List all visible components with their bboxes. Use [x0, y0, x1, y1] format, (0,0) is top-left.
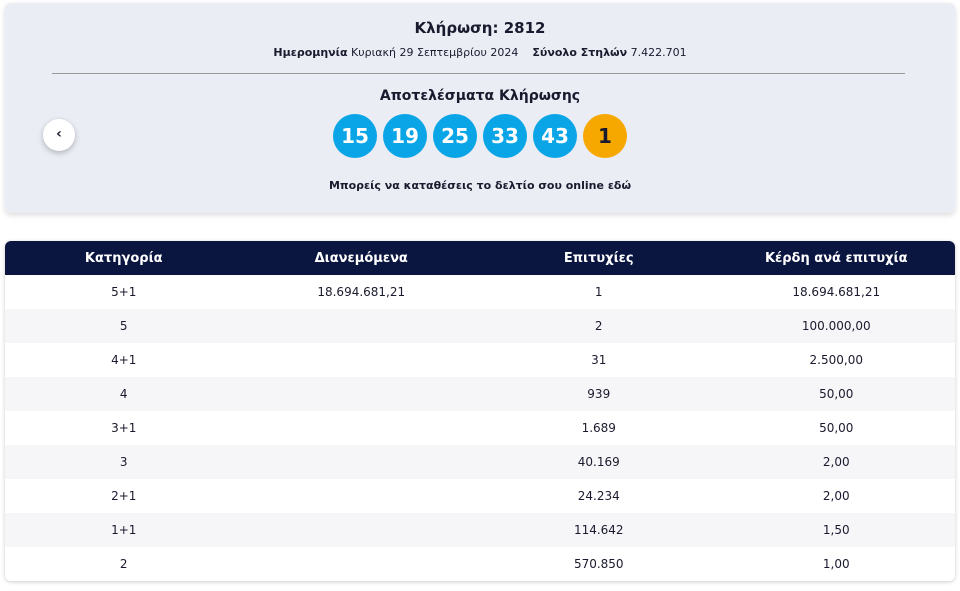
columns-label: Σύνολο Στηλών — [532, 46, 628, 59]
category-cell: 3 — [119, 455, 128, 469]
prize-cell: 1,00 — [822, 557, 850, 571]
winners-cell: 1.689 — [581, 421, 616, 435]
header-cell: Κέρδη ανά επιτυχία — [764, 250, 908, 266]
header-row: Κατηγορία Διανεμόμενα Επιτυχίες Κέρδη ανά ε… — [5, 241, 955, 275]
table-row: 3+1 1.689 50,00 — [5, 411, 955, 445]
prize-cell: 100.000,00 — [801, 319, 871, 333]
number-ball: 19 — [383, 114, 427, 158]
winners-cell: 1 — [594, 285, 603, 299]
category-cell: 5+1 — [111, 285, 137, 299]
table-row: 3 40.169 2,00 — [5, 445, 955, 479]
winners-cell: 570.850 — [573, 557, 624, 571]
note-link[interactable]: εδώ — [607, 179, 632, 192]
date-label: Ημερομηνία — [273, 46, 348, 59]
category-cell: 5 — [119, 319, 128, 333]
category-cell: 2 — [119, 557, 128, 571]
results-title: Αποτελέσματα Κλήρωσης — [379, 88, 581, 104]
prize-cell: 2,00 — [822, 455, 850, 469]
category-cell: 1+1 — [111, 523, 137, 537]
category-cell: 2+1 — [111, 489, 137, 503]
winners-cell: 24.234 — [577, 489, 620, 503]
bonus-ball: 1 — [583, 114, 627, 158]
note-text: Μπορείς να καταθέσεις το δελτίο σου onli… — [328, 179, 604, 192]
table-row: 2 570.850 1,00 — [5, 547, 955, 581]
prize-cell: 50,00 — [819, 421, 854, 435]
winners-cell: 114.642 — [573, 523, 624, 537]
prize-cell: 2.500,00 — [809, 353, 863, 367]
category-cell: 3+1 — [111, 421, 137, 435]
draw-title: Κλήρωση: 2812 — [414, 19, 546, 37]
header-cell: Διανεμόμενα — [314, 250, 408, 266]
winners-cell: 40.169 — [577, 455, 620, 469]
category-cell: 4+1 — [111, 353, 137, 367]
draw-card: Κλήρωση: 2812 Ημερομηνία Κυριακή 29 Σεπτ… — [5, 3, 955, 213]
prize-cell: 2,00 — [822, 489, 850, 503]
date: Κυριακή 29 Σεπτεμβρίου 2024 — [351, 46, 519, 59]
winners-cell: 31 — [591, 353, 607, 367]
winners-cell: 939 — [587, 387, 611, 401]
number-ball: 33 — [483, 114, 527, 158]
table-row: 5 2 100.000,00 — [5, 309, 955, 343]
number-ball: 43 — [533, 114, 577, 158]
distributed-cell: 18.694.681,21 — [317, 285, 406, 299]
header-cell: Κατηγορία — [84, 250, 163, 266]
table-row: 1+1 114.642 1,50 — [5, 513, 955, 547]
table-row: 5+1 18.694.681,21 1 18.694.681,21 — [5, 275, 955, 309]
table-row: 2+1 24.234 2,00 — [5, 479, 955, 513]
header-cell: Επιτυχίες — [563, 250, 634, 266]
number-ball: 15 — [333, 114, 377, 158]
balls: 15 19 25 33 43 1 — [5, 114, 955, 158]
columns: 7.422.701 — [630, 46, 687, 59]
prize-cell: 1,50 — [822, 523, 850, 537]
table-row: 4+1 31 2.500,00 — [5, 343, 955, 377]
back-button[interactable]: ‹ — [43, 119, 75, 151]
number-ball: 25 — [433, 114, 477, 158]
prize-table: Κατηγορία Διανεμόμενα Επιτυχίες Κέρδη ανά ε… — [5, 241, 955, 581]
note: Μπορείς να καταθέσεις το δελτίο σου onli… — [5, 179, 955, 192]
category-cell: 4 — [119, 387, 128, 401]
divider — [52, 73, 905, 74]
draw-info: Ημερομηνία Κυριακή 29 Σεπτεμβρίου 2024 Σ… — [5, 46, 955, 59]
winners-cell: 2 — [594, 319, 603, 333]
prize-cell: 18.694.681,21 — [792, 285, 881, 299]
prize-cell: 50,00 — [819, 387, 854, 401]
table-row: 4 939 50,00 — [5, 377, 955, 411]
